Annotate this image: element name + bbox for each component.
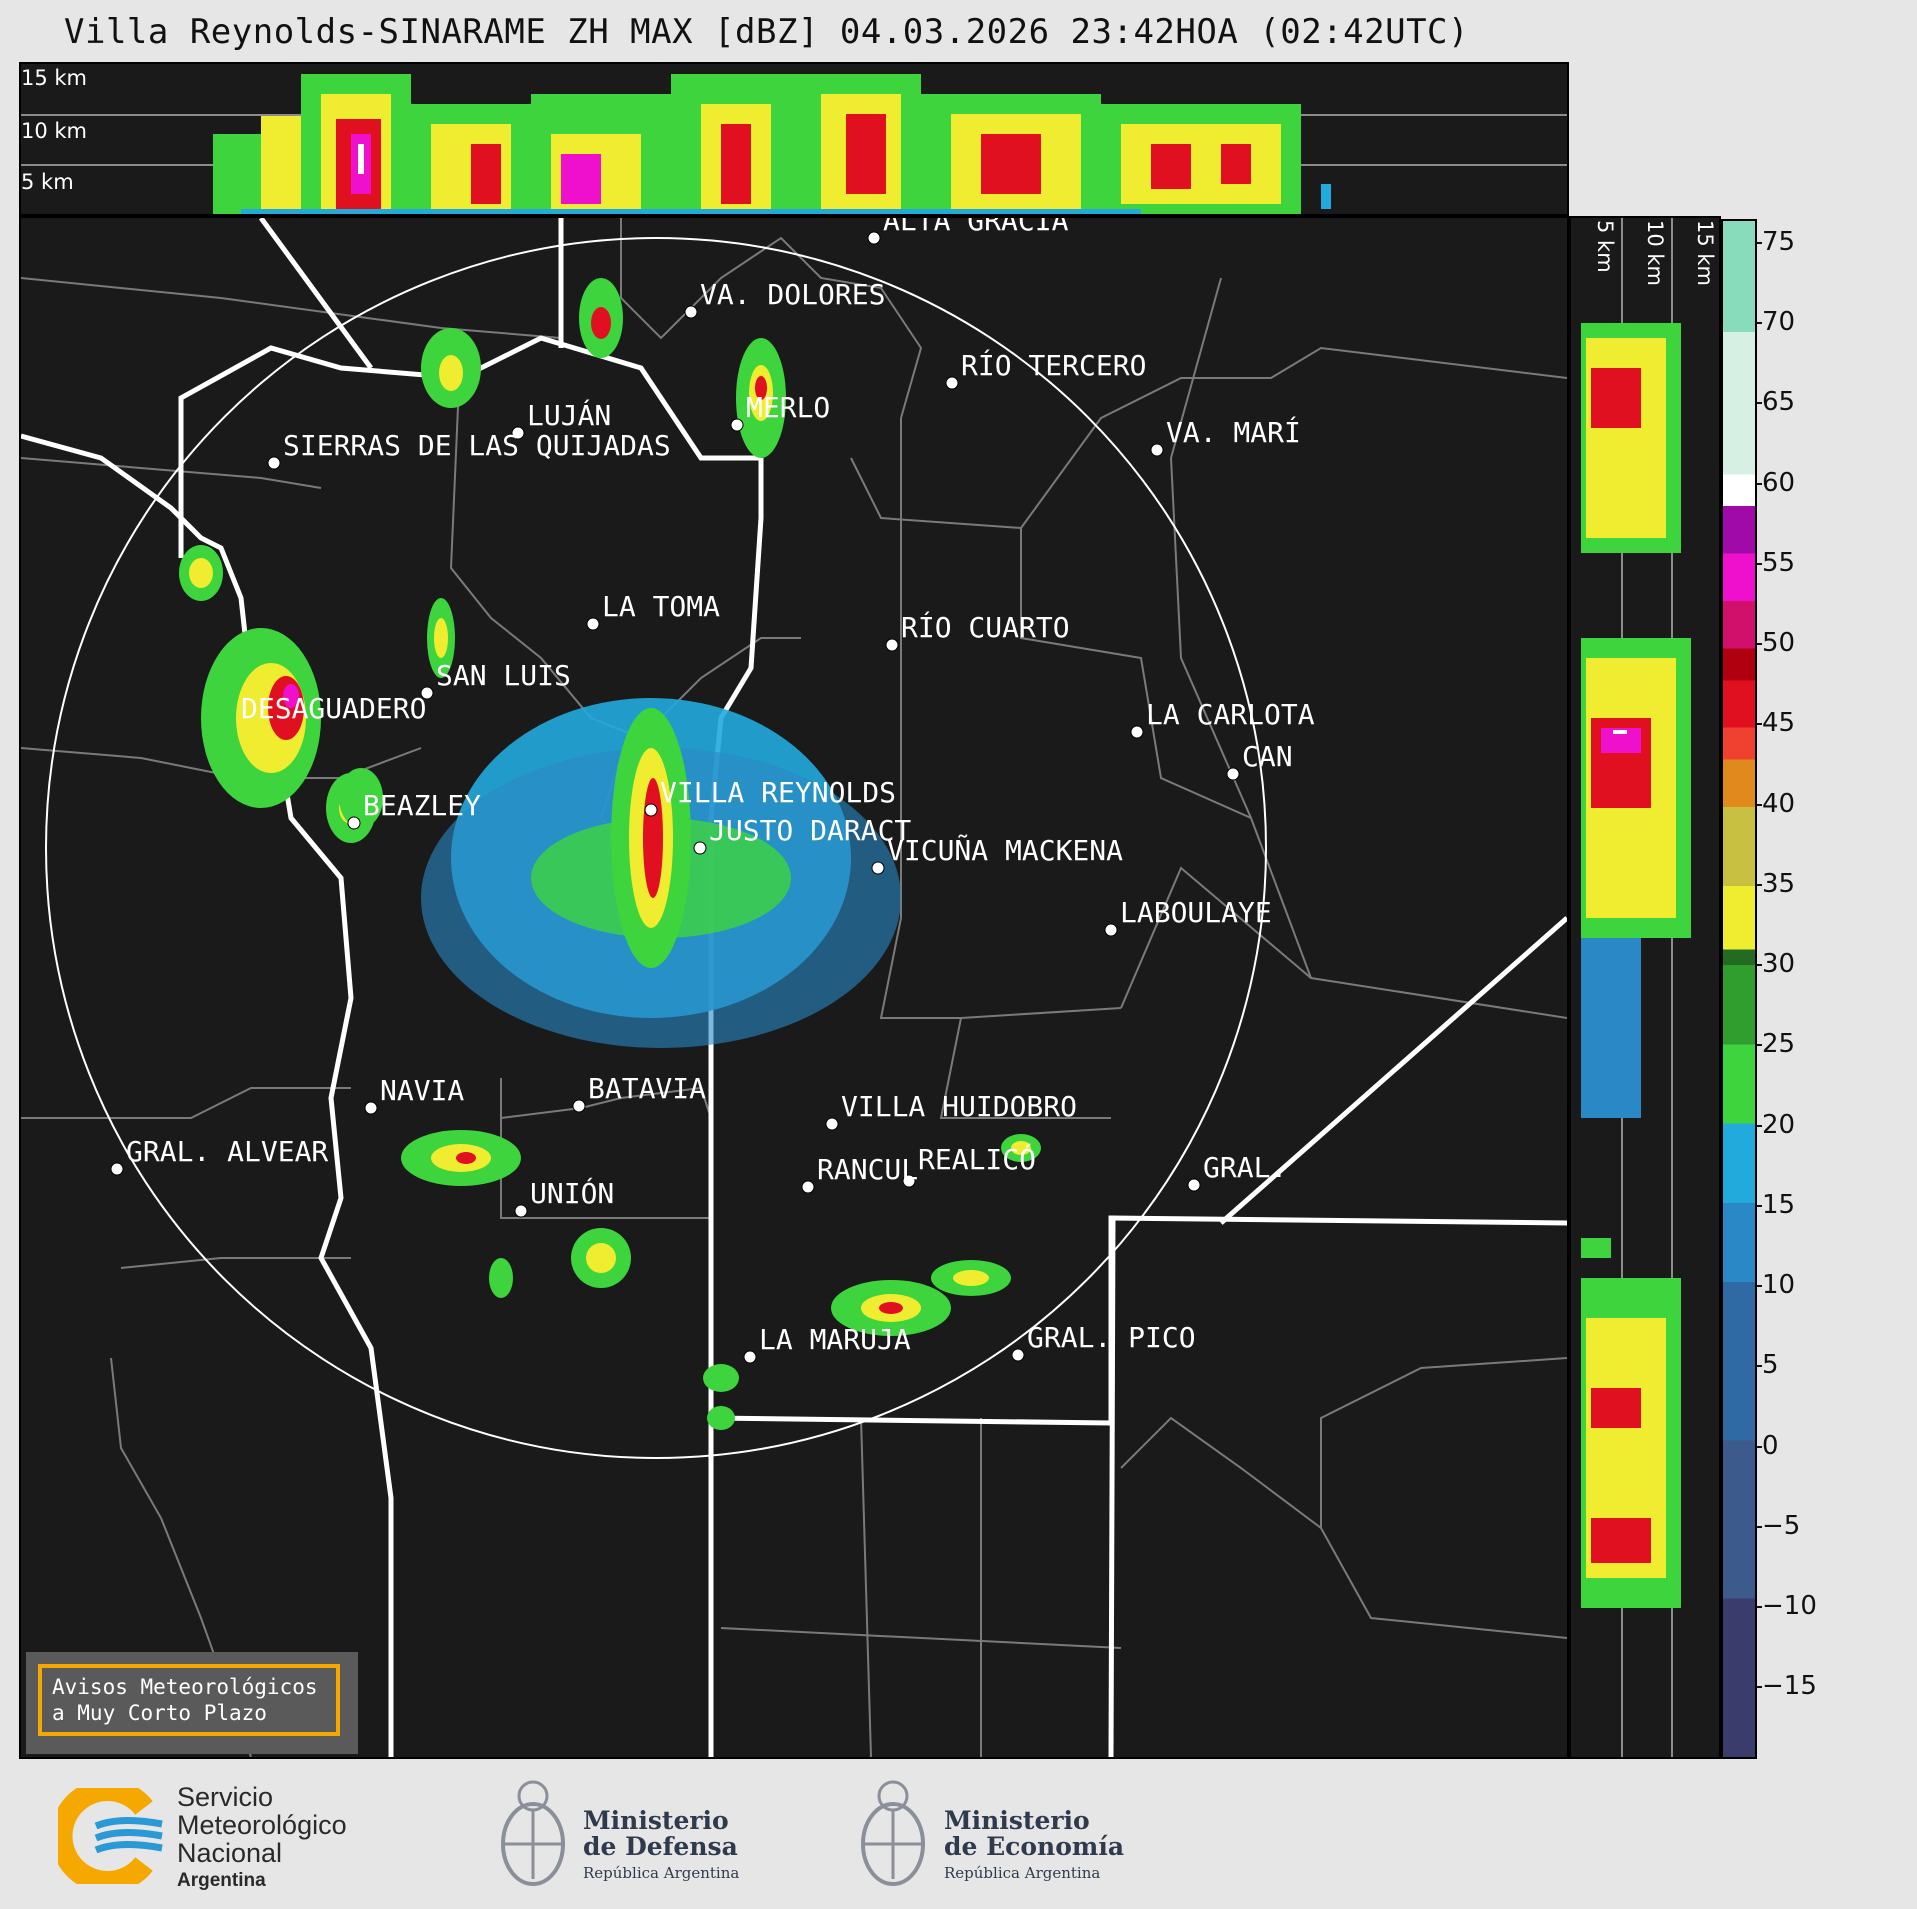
city-markers xyxy=(110,231,1240,1364)
city-label: GRAL. xyxy=(1203,1151,1288,1184)
top-level-15km: 15 km xyxy=(21,66,88,90)
top-cross-section-panel: 15 km 10 km 5 km xyxy=(19,62,1569,216)
city-label: JUSTO DARACT xyxy=(709,814,912,847)
alert-line-1: Avisos Meteorológicos xyxy=(52,1675,318,1699)
smn-logo-text: Servicio Meteorológico Nacional Argentin… xyxy=(177,1782,347,1891)
colorbar-tick: −5 xyxy=(1755,1511,1801,1541)
city-label: LA MARUJA xyxy=(759,1323,911,1356)
city-label: RANCUL xyxy=(817,1153,919,1186)
defensa-logo-text: Ministerio de Defensa República Argentin… xyxy=(583,1806,740,1883)
city-label: UNIÓN xyxy=(530,1177,615,1210)
radar-clutter xyxy=(421,698,901,1048)
side-cross-section-panel: 5 km 10 km 15 km xyxy=(1569,216,1721,1759)
city-label: DESAGUADERO xyxy=(241,692,427,725)
city-label: CAN xyxy=(1242,740,1293,773)
radar-map[interactable]: ALTA GRACIA VA. DOLORES RÍO TERCERO LUJÁ… xyxy=(19,216,1569,1759)
colorbar-tick: 45 xyxy=(1755,708,1796,738)
smn-logo-icon xyxy=(58,1788,163,1884)
side-level-15km: 15 km xyxy=(1693,220,1717,287)
side-cross-section-echoes xyxy=(1581,218,1691,1757)
colorbar-tick: 30 xyxy=(1755,949,1796,979)
city-label: REALICÓ xyxy=(918,1143,1037,1176)
city-label: RÍO TERCERO xyxy=(961,349,1147,382)
city-label: VICUÑA MACKENA xyxy=(887,834,1124,867)
top-level-10km: 10 km xyxy=(21,119,88,143)
city-label: BEAZLEY xyxy=(363,789,482,822)
colorbar-tick: 20 xyxy=(1755,1110,1796,1140)
city-label: LABOULAYE xyxy=(1120,896,1272,929)
colorbar-tick: 25 xyxy=(1755,1029,1796,1059)
top-cross-section-echoes xyxy=(21,74,1567,214)
colorbar-tick: −10 xyxy=(1756,1591,1817,1621)
city-label: SAN LUIS xyxy=(436,659,571,692)
city-label: LA TOMA xyxy=(602,590,721,623)
colorbar-tick: 15 xyxy=(1755,1190,1796,1220)
city-label: BATAVIA xyxy=(588,1072,707,1105)
alert-frame: Avisos Meteorológicos a Muy Corto Plazo xyxy=(38,1664,340,1736)
alert-line-2: a Muy Corto Plazo xyxy=(52,1701,267,1725)
city-label: GRAL. ALVEAR xyxy=(126,1135,329,1168)
colorbar-tick: 0 xyxy=(1756,1431,1779,1461)
colorbar-tick: 50 xyxy=(1755,628,1796,658)
colorbar-tick: 35 xyxy=(1755,869,1796,899)
colorbar-tick: 70 xyxy=(1755,307,1796,337)
colorbar-tick: 40 xyxy=(1755,789,1796,819)
colorbar-tick: 65 xyxy=(1755,387,1796,417)
map-layers xyxy=(21,218,1567,1757)
coat-of-arms-icon xyxy=(501,1780,565,1886)
colorbar-tick: 60 xyxy=(1755,468,1796,498)
colorbar-tick: 55 xyxy=(1755,548,1796,578)
city-label: SIERRAS DE LAS QUIJADAS xyxy=(283,429,671,462)
colorbar-tick: 10 xyxy=(1755,1270,1796,1300)
city-label: VILLA REYNOLDS xyxy=(660,776,897,809)
city-label: MERLO xyxy=(746,391,831,424)
city-label: RÍO CUARTO xyxy=(901,611,1070,644)
city-label: GRAL. PICO xyxy=(1027,1321,1196,1354)
city-label: VILLA HUIDOBRO xyxy=(841,1090,1078,1123)
top-level-5km: 5 km xyxy=(21,170,74,194)
map-title: Villa Reynolds-SINARAME ZH MAX [dBZ] 04.… xyxy=(64,12,1469,52)
side-level-10km: 10 km xyxy=(1643,220,1667,287)
coat-of-arms-icon xyxy=(861,1780,925,1886)
colorbar-tick: −15 xyxy=(1756,1671,1817,1701)
city-label: LUJÁN xyxy=(527,399,612,432)
storm-cells xyxy=(179,278,1041,1430)
city-label: NAVIA xyxy=(380,1074,465,1107)
city-label: ALTA GRACIA xyxy=(883,216,1069,237)
department-borders xyxy=(21,218,1567,1757)
economia-logo-text: Ministerio de Economía República Argenti… xyxy=(944,1806,1125,1883)
dbz-colorbar xyxy=(1721,219,1757,1759)
colorbar-tick: 5 xyxy=(1756,1350,1779,1380)
city-label: VA. MARÍ xyxy=(1166,416,1301,449)
city-label: VA. DOLORES xyxy=(700,278,886,311)
range-ring xyxy=(45,237,1267,1459)
colorbar-tick: 75 xyxy=(1755,227,1796,257)
side-level-5km: 5 km xyxy=(1593,220,1617,273)
alert-box[interactable]: Avisos Meteorológicos a Muy Corto Plazo xyxy=(26,1652,358,1754)
city-label: LA CARLOTA xyxy=(1146,698,1315,731)
